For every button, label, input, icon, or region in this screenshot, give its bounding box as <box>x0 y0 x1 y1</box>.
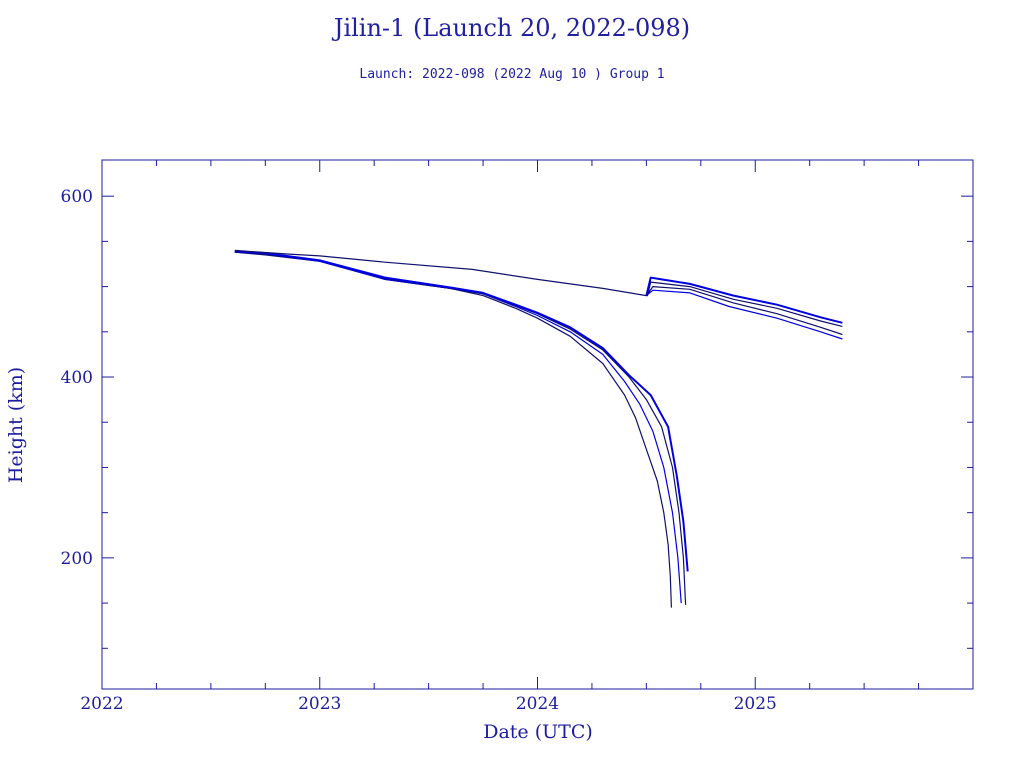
x-tick-label: 2024 <box>516 694 559 714</box>
x-tick-label: 2023 <box>298 694 341 714</box>
height-series-line <box>234 251 672 608</box>
height-series-line <box>234 251 682 604</box>
y-tick-label: 200 <box>61 549 93 569</box>
axis-ticks: 2022 2023 2024 2025 200 400 600 <box>61 160 974 714</box>
y-tick-label: 400 <box>61 368 93 388</box>
y-tick-label: 600 <box>61 187 93 207</box>
chart-title: Jilin-1 (Launch 20, 2022-098) <box>333 14 691 42</box>
height-series-line <box>646 289 843 340</box>
height-series-line <box>645 286 843 336</box>
height-series-line <box>234 250 689 572</box>
height-series-line <box>234 251 687 605</box>
chart-subtitle: Launch: 2022-098 (2022 Aug 10 ) Group 1 <box>359 67 665 82</box>
x-tick-label: 2022 <box>80 694 123 714</box>
x-axis-label: Date (UTC) <box>483 721 593 743</box>
height-series-line <box>645 276 843 324</box>
series-group <box>234 249 843 608</box>
plot-frame <box>101 159 974 690</box>
y-axis-label: Height (km) <box>5 367 27 483</box>
x-tick-label: 2025 <box>734 694 777 714</box>
